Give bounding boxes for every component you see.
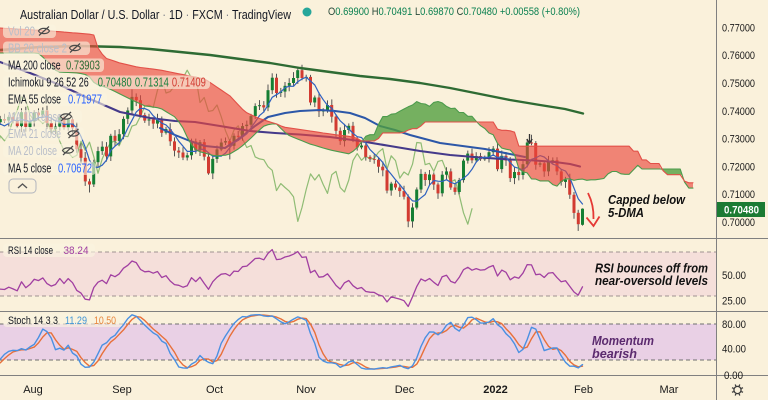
svg-text:Sep: Sep	[112, 384, 132, 396]
svg-text:25.00: 25.00	[722, 296, 746, 308]
svg-text:0.70480: 0.70480	[98, 75, 132, 89]
svg-text:0.00: 0.00	[724, 370, 743, 382]
svg-text:0.71409: 0.71409	[172, 75, 206, 89]
svg-text:Nov: Nov	[296, 384, 316, 396]
svg-text:near-oversold levels: near-oversold levels	[595, 274, 708, 288]
svg-text:Stoch 14 3 3: Stoch 14 3 3	[8, 315, 58, 327]
svg-text:10.50: 10.50	[94, 315, 116, 327]
svg-text:0.70480: 0.70480	[724, 205, 759, 217]
svg-text:2022: 2022	[483, 384, 507, 396]
svg-text:0.73903: 0.73903	[66, 58, 100, 72]
svg-text:50.00: 50.00	[722, 270, 746, 282]
svg-text:0.70672: 0.70672	[58, 161, 92, 175]
svg-text:11.29: 11.29	[65, 315, 87, 327]
svg-text:0.71000: 0.71000	[722, 189, 755, 201]
svg-text:EMA 55 close: EMA 55 close	[8, 92, 61, 106]
svg-text:Capped below: Capped below	[608, 193, 686, 207]
svg-text:BB 20 close 2: BB 20 close 2	[8, 41, 67, 55]
svg-text:Feb: Feb	[574, 384, 593, 396]
svg-text:MA 100 close: MA 100 close	[8, 110, 62, 124]
svg-text:5-DMA: 5-DMA	[608, 206, 644, 220]
svg-text:MA 20 close: MA 20 close	[8, 144, 57, 158]
svg-text:80.00: 80.00	[722, 319, 746, 331]
svg-text:bearish: bearish	[592, 347, 637, 361]
svg-text:Mar: Mar	[660, 384, 679, 396]
svg-text:0.70000: 0.70000	[722, 217, 755, 229]
svg-text:RSI bounces off from: RSI bounces off from	[595, 262, 708, 276]
svg-text:40.00: 40.00	[722, 344, 746, 356]
svg-text:0.71977: 0.71977	[68, 92, 102, 106]
svg-text:RSI 14 close: RSI 14 close	[8, 245, 53, 257]
svg-text:Oct: Oct	[206, 384, 223, 396]
svg-text:38.24: 38.24	[64, 245, 89, 257]
svg-text:Australian Dollar / U.S. Dolla: Australian Dollar / U.S. Dollar · 1D · F…	[20, 7, 291, 22]
svg-text:0.74000: 0.74000	[722, 106, 755, 118]
svg-text:0.77000: 0.77000	[722, 22, 755, 34]
svg-text:O0.69900 H0.70491 L0.69870 C0.: O0.69900 H0.70491 L0.69870 C0.70480 +0.0…	[328, 6, 580, 18]
svg-text:Aug: Aug	[23, 384, 43, 396]
svg-text:EMA 21 close: EMA 21 close	[8, 127, 61, 141]
svg-text:Dec: Dec	[395, 384, 415, 396]
svg-text:MA 5 close: MA 5 close	[8, 161, 51, 175]
svg-text:Vol 20: Vol 20	[8, 24, 35, 38]
svg-text:0.73000: 0.73000	[722, 134, 755, 146]
svg-text:MA 200 close: MA 200 close	[8, 58, 61, 72]
svg-text:0.72000: 0.72000	[722, 161, 755, 173]
svg-text:Momentum: Momentum	[592, 334, 654, 348]
svg-text:Ichimoku 9 26 52 26: Ichimoku 9 26 52 26	[8, 75, 89, 89]
svg-text:0.75000: 0.75000	[722, 78, 755, 90]
svg-text:0.71314: 0.71314	[135, 75, 169, 89]
svg-text:0.76000: 0.76000	[722, 50, 755, 62]
